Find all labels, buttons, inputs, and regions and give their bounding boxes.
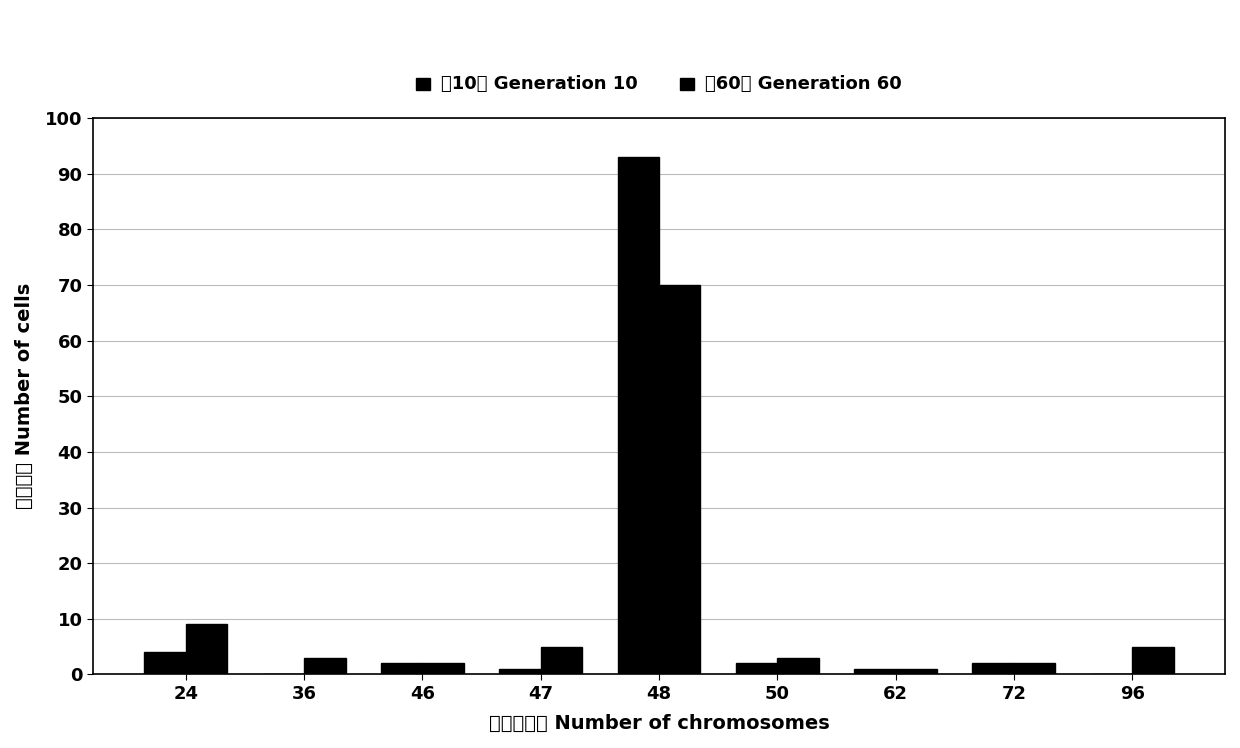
Bar bbox=[381, 663, 423, 675]
Bar bbox=[1014, 663, 1055, 675]
Bar bbox=[423, 663, 464, 675]
Bar bbox=[541, 647, 582, 675]
Bar bbox=[145, 652, 186, 675]
Bar bbox=[304, 657, 346, 675]
Bar bbox=[186, 625, 227, 675]
Bar bbox=[854, 669, 895, 675]
Bar bbox=[895, 669, 937, 675]
Bar bbox=[735, 663, 777, 675]
Bar bbox=[777, 657, 818, 675]
Y-axis label: 细胞数目 Number of cells: 细胞数目 Number of cells bbox=[15, 283, 33, 509]
Bar bbox=[1132, 647, 1173, 675]
Bar bbox=[618, 157, 658, 675]
Bar bbox=[972, 663, 1014, 675]
Bar bbox=[500, 669, 541, 675]
Bar bbox=[658, 285, 701, 675]
Legend: 第10代 Generation 10, 第60代 Generation 60: 第10代 Generation 10, 第60代 Generation 60 bbox=[410, 70, 908, 99]
X-axis label: 染色体数目 Number of chromosomes: 染色体数目 Number of chromosomes bbox=[489, 714, 830, 733]
